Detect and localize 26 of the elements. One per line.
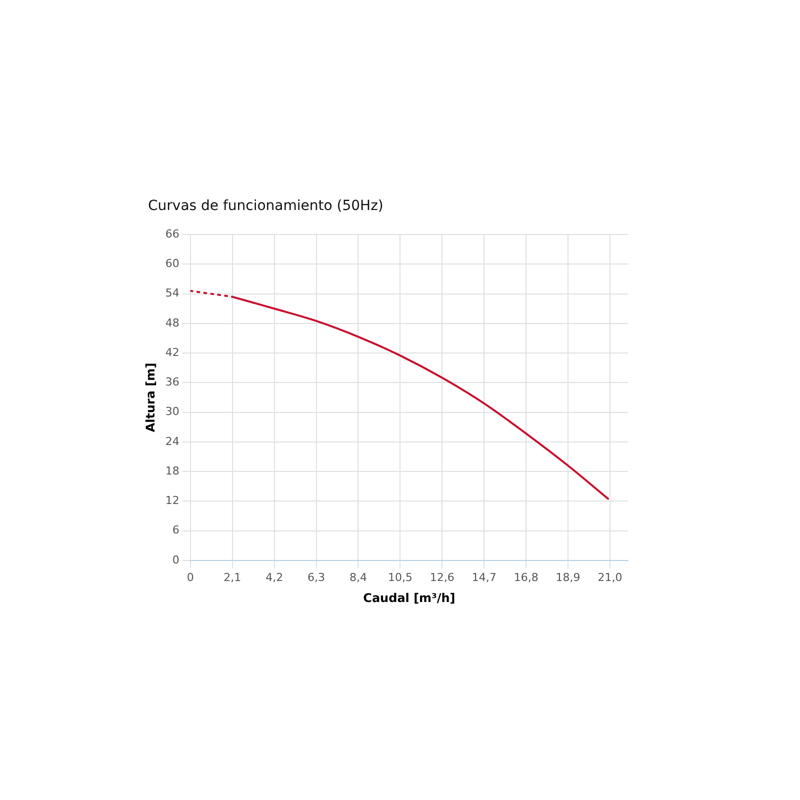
y-tick-label: 36 bbox=[165, 376, 180, 389]
x-tick-label: 12,6 bbox=[430, 570, 454, 584]
y-tick-label: 0 bbox=[172, 553, 180, 566]
y-tick-label: 48 bbox=[165, 316, 180, 330]
chart-title: Curvas de funcionamiento (50Hz) bbox=[148, 198, 384, 214]
x-tick-label: 8,4 bbox=[349, 570, 367, 584]
y-tick-label: 24 bbox=[165, 434, 180, 448]
x-tick-label: 10,5 bbox=[388, 570, 412, 584]
y-axis-title: Altura [m] bbox=[143, 362, 158, 432]
x-axis-title: Caudal [m³/h] bbox=[363, 590, 456, 605]
x-tick-label: 6,3 bbox=[308, 570, 326, 584]
y-tick-label: 42 bbox=[165, 346, 180, 359]
y-tick-label: 30 bbox=[165, 405, 180, 418]
x-tick-label: 18,9 bbox=[556, 570, 580, 584]
x-tick-label: 14,7 bbox=[472, 570, 496, 584]
y-tick-label: 66 bbox=[165, 227, 180, 240]
x-tick-label: 2,1 bbox=[224, 570, 242, 584]
y-tick-label: 6 bbox=[172, 524, 180, 537]
y-tick-label: 12 bbox=[165, 494, 180, 508]
y-tick-label: 18 bbox=[165, 464, 180, 478]
x-tick-label: 0 bbox=[186, 570, 194, 584]
x-tick-label: 16,8 bbox=[514, 570, 538, 584]
y-tick-label: 60 bbox=[165, 257, 180, 270]
x-tick-label: 21,0 bbox=[598, 570, 622, 584]
y-tick-label: 54 bbox=[165, 286, 180, 300]
x-tick-label: 4,2 bbox=[266, 570, 284, 584]
